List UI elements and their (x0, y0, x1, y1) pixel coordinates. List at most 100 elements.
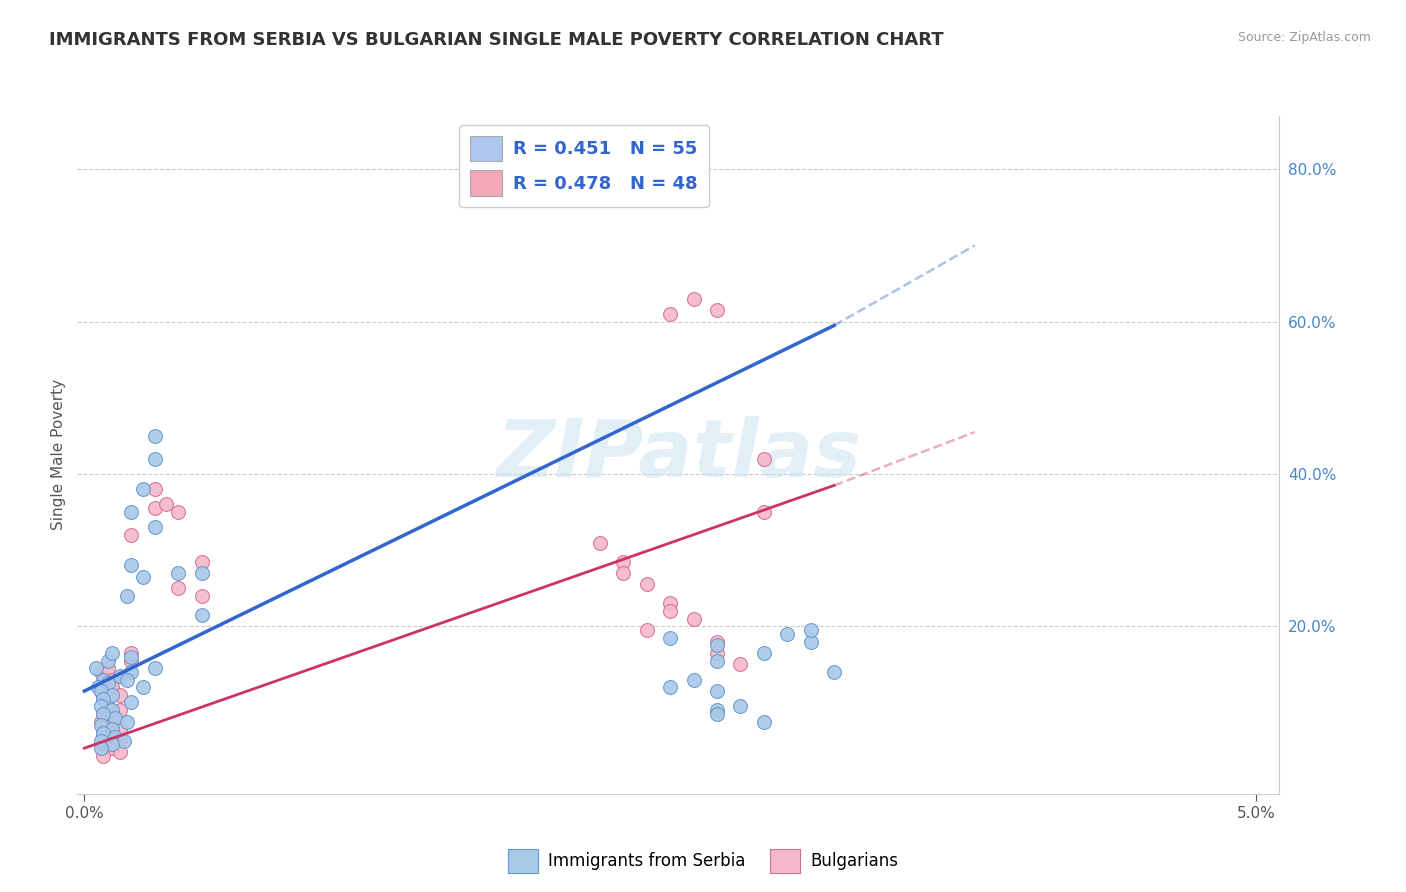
Point (120, 665, 142, 679)
Point (101, 737, 124, 751)
Point (143, 520, 166, 534)
Point (190, 555, 212, 569)
Point (90, 699, 112, 714)
Point (91, 726, 114, 740)
Point (155, 498, 177, 512)
Point (612, 566, 634, 580)
Point (167, 581, 190, 595)
Point (91, 673, 114, 687)
Point (120, 505, 142, 519)
Point (90, 684, 112, 698)
Point (682, 612, 704, 626)
Point (800, 623, 823, 637)
Text: ZIPatlas: ZIPatlas (496, 416, 860, 494)
Point (659, 604, 682, 618)
Point (90, 714, 112, 729)
Point (132, 482, 155, 496)
Point (104, 730, 127, 744)
Point (659, 631, 682, 645)
Point (167, 566, 190, 580)
Point (101, 673, 124, 687)
Point (101, 722, 124, 736)
Point (108, 669, 131, 683)
Point (97, 676, 120, 690)
Y-axis label: Single Male Poverty: Single Male Poverty (51, 379, 66, 531)
Point (108, 722, 131, 736)
Point (659, 680, 682, 694)
Point (636, 577, 658, 591)
Point (776, 627, 799, 641)
Point (823, 665, 845, 679)
Point (752, 505, 775, 519)
Point (143, 501, 166, 516)
Point (636, 623, 658, 637)
Point (115, 714, 138, 729)
Point (752, 646, 775, 660)
Point (90, 718, 112, 732)
Point (143, 451, 166, 466)
Point (132, 680, 155, 694)
Point (120, 649, 142, 664)
Point (101, 730, 124, 744)
Point (91, 737, 114, 751)
Point (90, 665, 112, 679)
Point (190, 566, 212, 580)
Point (101, 646, 124, 660)
Point (97, 654, 120, 668)
Text: IMMIGRANTS FROM SERBIA VS BULGARIAN SINGLE MALE POVERTY CORRELATION CHART: IMMIGRANTS FROM SERBIA VS BULGARIAN SING… (49, 31, 943, 49)
Point (112, 733, 135, 747)
Point (706, 703, 728, 717)
Text: Source: ZipAtlas.com: Source: ZipAtlas.com (1237, 31, 1371, 45)
Point (90, 733, 112, 747)
Point (143, 429, 166, 443)
Point (108, 703, 131, 717)
Point (97, 661, 120, 675)
Point (120, 528, 142, 542)
Point (659, 597, 682, 611)
Legend: R = 0.451   N = 55, R = 0.478   N = 48: R = 0.451 N = 55, R = 0.478 N = 48 (458, 125, 709, 207)
Point (101, 703, 124, 717)
Point (101, 680, 124, 694)
Point (752, 714, 775, 729)
Point (120, 558, 142, 573)
Point (706, 303, 728, 318)
Point (659, 307, 682, 321)
Point (752, 451, 775, 466)
Point (91, 691, 114, 706)
Point (132, 570, 155, 584)
Point (91, 676, 114, 690)
Point (706, 706, 728, 721)
Point (101, 741, 124, 756)
Point (589, 535, 612, 549)
Point (190, 589, 212, 603)
Point (612, 555, 634, 569)
Point (90, 741, 112, 756)
Point (91, 706, 114, 721)
Point (706, 684, 728, 698)
Point (87, 680, 110, 694)
Point (120, 696, 142, 710)
Point (115, 589, 138, 603)
Point (800, 634, 823, 648)
Point (101, 711, 124, 725)
Point (115, 673, 138, 687)
Point (104, 711, 127, 725)
Point (97, 699, 120, 714)
Point (706, 634, 728, 648)
Point (143, 482, 166, 496)
Point (91, 691, 114, 706)
Point (706, 654, 728, 668)
Point (730, 657, 752, 672)
Point (682, 673, 704, 687)
Point (91, 748, 114, 763)
Point (143, 661, 166, 675)
Point (108, 688, 131, 702)
Point (706, 638, 728, 652)
Point (108, 745, 131, 759)
Point (706, 646, 728, 660)
Legend: Immigrants from Serbia, Bulgarians: Immigrants from Serbia, Bulgarians (501, 842, 905, 880)
Point (84, 661, 107, 675)
Point (167, 505, 190, 519)
Point (101, 718, 124, 732)
Point (190, 607, 212, 622)
